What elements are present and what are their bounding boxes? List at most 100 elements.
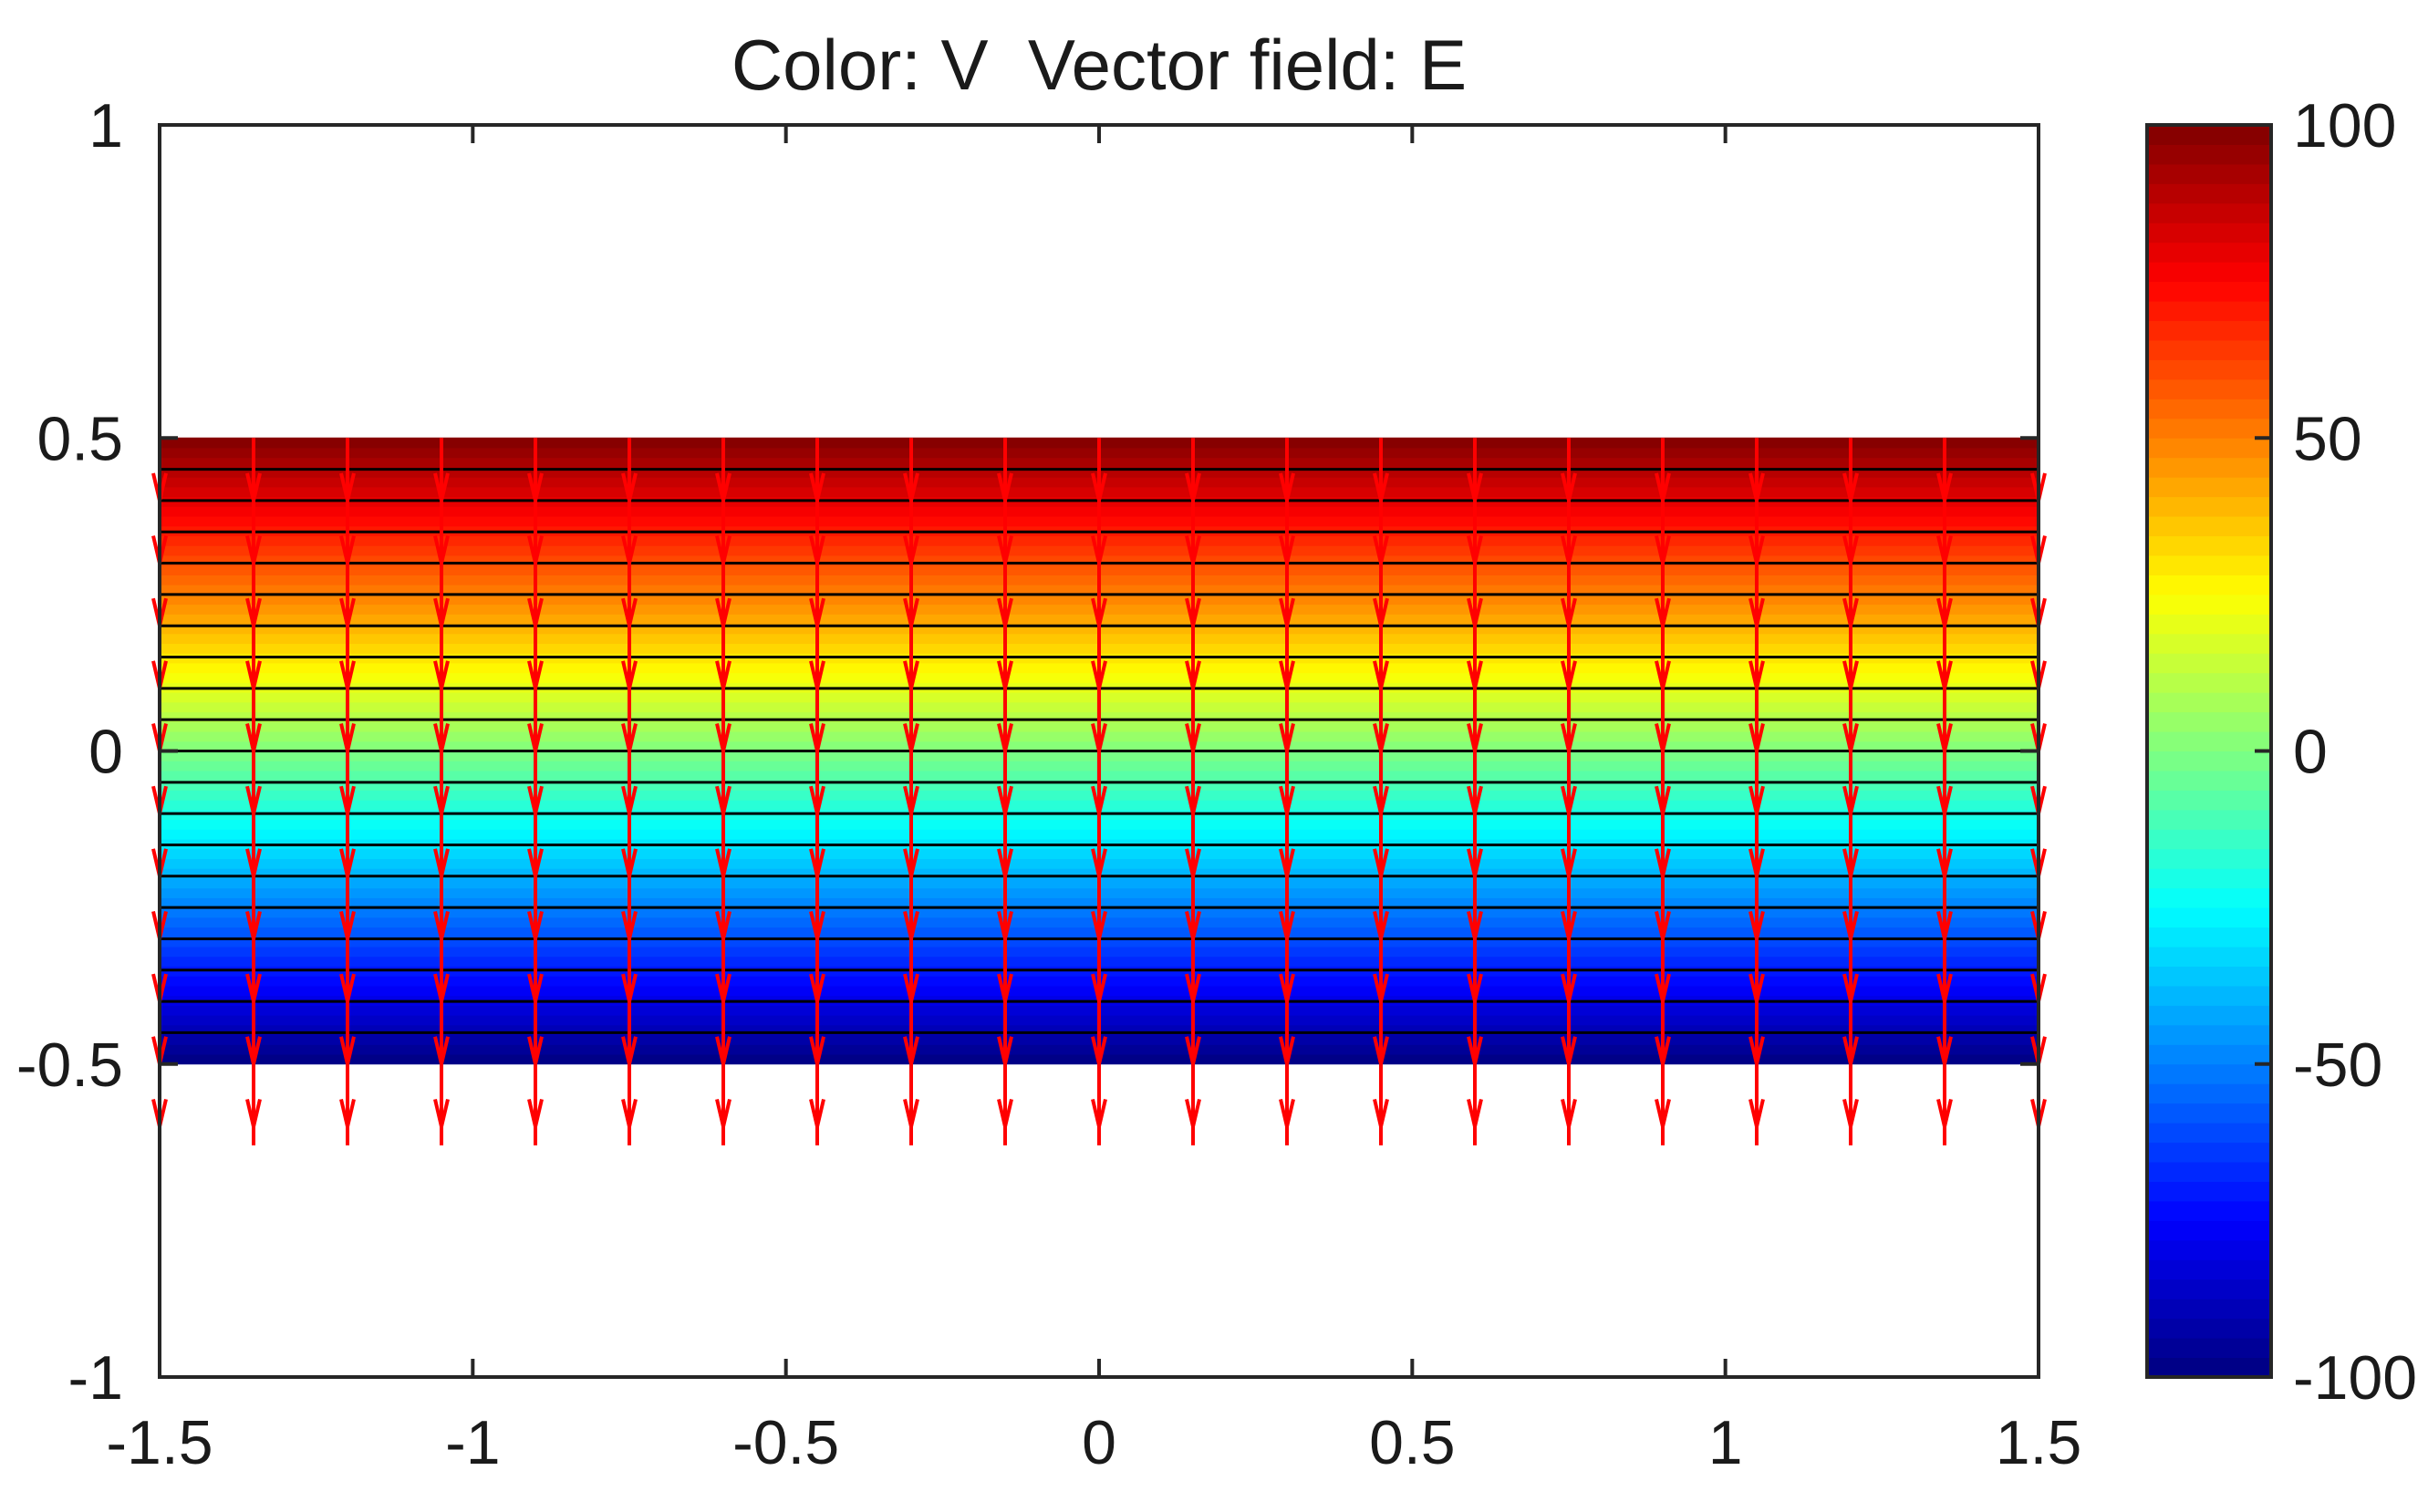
colorbar-segment xyxy=(2147,281,2271,302)
vector-arrow xyxy=(1279,438,1295,1145)
vector-arrows xyxy=(151,438,2047,1145)
colorbar-segment xyxy=(2147,182,2271,204)
colorbar-segment xyxy=(2147,770,2271,791)
vector-arrow xyxy=(809,438,825,1145)
colorbar-segment xyxy=(2147,1219,2271,1241)
x-tick-label: 1.5 xyxy=(1996,1408,2082,1477)
colorbar-segment xyxy=(2147,927,2271,948)
colorbar-segment xyxy=(2147,496,2271,517)
colorbar-segment xyxy=(2147,437,2271,459)
colorbar-segment xyxy=(2147,691,2271,713)
x-tick-label: -0.5 xyxy=(732,1408,839,1477)
x-tick-label: 1 xyxy=(1708,1408,1743,1477)
colorbar-segment xyxy=(2147,1161,2271,1182)
vector-arrow xyxy=(1936,438,1953,1145)
chart-title: Color: V Vector field: E xyxy=(732,25,1467,105)
colorbar-segment xyxy=(2147,652,2271,674)
colorbar-segment xyxy=(2147,1142,2271,1163)
colorbar-segment xyxy=(2147,594,2271,615)
colorbar-tick-label: -100 xyxy=(2293,1343,2417,1413)
vector-arrow xyxy=(903,438,919,1145)
vector-arrow xyxy=(997,438,1013,1145)
colorbar-segment xyxy=(2147,1122,2271,1144)
y-axis: -1 -0.5 0 0.5 1 xyxy=(16,91,2039,1413)
colorbar-tick-label: -50 xyxy=(2293,1030,2382,1100)
vector-arrow xyxy=(715,438,732,1145)
colorbar-segment xyxy=(2147,730,2271,751)
colorbar-segment xyxy=(2147,711,2271,732)
vector-arrow xyxy=(1561,438,1577,1145)
colorbar-segment xyxy=(2147,339,2271,360)
colorbar-segment xyxy=(2147,906,2271,928)
vector-arrow xyxy=(1655,438,1671,1145)
colorbar-segment xyxy=(2147,1258,2271,1280)
colorbar-segment xyxy=(2147,515,2271,537)
colorbar-segment xyxy=(2147,300,2271,322)
colorbar-segment xyxy=(2147,1357,2271,1378)
colorbar-segment xyxy=(2147,1337,2271,1359)
colorbar-segment xyxy=(2147,476,2271,498)
vector-arrow xyxy=(1467,438,1483,1145)
colorbar-tick-label: 50 xyxy=(2293,404,2362,473)
colorbar-segment xyxy=(2147,809,2271,830)
colorbar-segment xyxy=(2147,672,2271,693)
x-tick-label: -1.5 xyxy=(106,1408,213,1477)
colorbar-tick-label: 100 xyxy=(2293,91,2396,161)
colorbar-segment xyxy=(2147,124,2271,145)
colorbar-segment xyxy=(2147,789,2271,811)
vector-arrow xyxy=(1373,438,1389,1145)
colorbar-segment xyxy=(2147,1318,2271,1339)
colorbar-segment xyxy=(2147,613,2271,635)
colorbar-segment xyxy=(2147,965,2271,987)
colorbar-segment xyxy=(2147,242,2271,263)
vector-arrow xyxy=(245,438,262,1145)
colorbar-segment xyxy=(2147,867,2271,889)
colorbar-segment xyxy=(2147,1200,2271,1221)
vector-arrow xyxy=(1842,438,1859,1145)
colorbar-segment xyxy=(2147,222,2271,243)
colorbar-segment xyxy=(2147,1103,2271,1124)
colorbar-segment xyxy=(2147,1180,2271,1202)
colorbar-segment xyxy=(2147,163,2271,184)
colorbar-segment xyxy=(2147,1043,2271,1065)
colorbar-segment xyxy=(2147,828,2271,850)
x-axis: -1.5 -1 -0.5 0 0.5 1 1.5 xyxy=(106,125,2081,1477)
vector-arrow xyxy=(1185,438,1201,1145)
y-tick-label: -0.5 xyxy=(16,1030,123,1100)
colorbar-segment xyxy=(2147,261,2271,283)
colorbar-segment xyxy=(2147,1063,2271,1084)
colorbar-segment xyxy=(2147,1024,2271,1045)
y-tick-label: 1 xyxy=(88,91,123,161)
colorbar-segment xyxy=(2147,1004,2271,1026)
y-tick-label: -1 xyxy=(68,1343,123,1413)
colorbar-segment xyxy=(2147,985,2271,1006)
vector-arrow xyxy=(1748,438,1765,1145)
colorbar-segment xyxy=(2147,1279,2271,1300)
vector-arrow xyxy=(339,438,356,1145)
vector-arrow xyxy=(621,438,638,1145)
colorbar-segment xyxy=(2147,358,2271,380)
colorbar-segment xyxy=(2147,202,2271,223)
x-tick-label: 0.5 xyxy=(1369,1408,1456,1477)
colorbar-segment xyxy=(2147,633,2271,654)
vector-arrow xyxy=(433,438,450,1145)
x-tick-label: 0 xyxy=(1082,1408,1116,1477)
colorbar-segment xyxy=(2147,751,2271,772)
colorbar-segment xyxy=(2147,320,2271,341)
colorbar-segment xyxy=(2147,378,2271,399)
colorbar-segment xyxy=(2147,554,2271,575)
vector-arrow xyxy=(1091,438,1107,1145)
colorbar-segment xyxy=(2147,398,2271,419)
colorbar-segment xyxy=(2147,1082,2271,1104)
colorbar-segment xyxy=(2147,143,2271,165)
colorbar-segment xyxy=(2147,1239,2271,1260)
colorbar-tick-label: 0 xyxy=(2293,718,2328,787)
colorbar-segment xyxy=(2147,848,2271,869)
colorbar: -100 -50 0 50 100 xyxy=(2145,91,2417,1413)
colorbar-segment xyxy=(2147,418,2271,439)
colorbar-segment xyxy=(2147,1298,2271,1320)
y-tick-label: 0.5 xyxy=(36,404,123,473)
colorbar-segment xyxy=(2147,457,2271,478)
colorbar-segment xyxy=(2147,535,2271,556)
